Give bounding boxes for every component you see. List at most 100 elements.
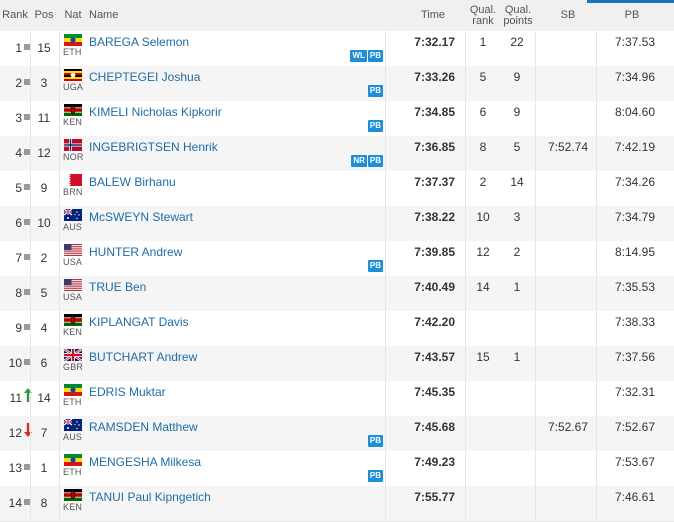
record-badge: PB — [367, 260, 383, 272]
rank-cell: 10 — [8, 356, 22, 370]
record-badge: PB — [367, 50, 383, 62]
qual-points-cell: 9 — [513, 105, 521, 119]
table-row[interactable]: 13 1 ETH MENGESHA Milkesa PB 7:49.23 7:53.67 — [0, 451, 674, 487]
pos-cell: 11 — [37, 111, 51, 125]
header-rank[interactable]: Rank — [2, 9, 28, 21]
rank-unchanged-icon — [24, 184, 30, 190]
athlete-name-link[interactable]: TANUI Paul Kipngetich — [89, 490, 211, 504]
header-pb[interactable]: PB — [624, 9, 640, 21]
time-cell: 7:55.77 — [414, 490, 455, 504]
pb-cell: 7:32.31 — [614, 385, 655, 399]
qual-rank-cell: 5 — [479, 70, 487, 84]
table-row[interactable]: 2 3 UGA CHEPTEGEI Joshua PB 7:33.26 5 9 7:34.96 — [0, 66, 674, 102]
table-row[interactable]: 9 4 KEN KIPLANGAT Davis 7:42.20 7:38.33 — [0, 311, 674, 347]
flag-icon — [64, 104, 82, 116]
qual-points-cell: 22 — [510, 35, 524, 49]
rank-unchanged-icon — [24, 114, 30, 120]
rank-cell: 14 — [8, 496, 22, 510]
table-row[interactable]: 14 8 KEN TANUI Paul Kipngetich 7:55.77 7:46.6… — [0, 486, 674, 522]
qual-rank-cell: 15 — [476, 350, 490, 364]
athlete-name-link[interactable]: McSWEYN Stewart — [89, 210, 194, 224]
header-time[interactable]: Time — [420, 9, 446, 21]
header-pos[interactable]: Pos — [34, 9, 54, 21]
header-nat[interactable]: Nat — [64, 9, 82, 21]
header-name[interactable]: Name — [89, 9, 119, 21]
athlete-name-link[interactable]: KIPLANGAT Davis — [89, 315, 189, 329]
time-cell: 7:33.26 — [414, 70, 455, 84]
record-badges: NR PB — [351, 155, 383, 167]
table-row[interactable]: 8 5 USA TRUE Ben 7:40.49 14 1 7:35.53 — [0, 276, 674, 312]
athlete-name-link[interactable]: CHEPTEGEI Joshua — [89, 70, 201, 84]
header-qual-points-line2: points — [503, 14, 533, 27]
record-badges: PB — [367, 435, 383, 447]
rank-cell: 13 — [8, 461, 22, 475]
flag-icon — [64, 139, 82, 151]
athlete-name-link[interactable]: EDRIS Muktar — [89, 385, 166, 399]
header-sb[interactable]: SB — [560, 9, 576, 21]
record-badges: PB — [367, 260, 383, 272]
record-badge: NR — [351, 155, 367, 167]
table-row[interactable]: 4 12 NOR INGEBRIGTSEN Henrik NR PB 7:36.85 8 5 7:… — [0, 136, 674, 172]
pb-cell: 7:34.79 — [614, 210, 655, 224]
header-qual-rank[interactable]: Qual. rank — [466, 0, 500, 31]
pb-cell: 8:04.60 — [614, 105, 655, 119]
time-cell: 7:40.49 — [414, 280, 455, 294]
rank-unchanged-icon — [24, 254, 30, 260]
flag-icon — [64, 244, 82, 256]
column-divider — [465, 31, 466, 520]
rank-cell: 11 — [9, 391, 22, 405]
header-qual-rank-line2: rank — [472, 14, 494, 27]
qual-rank-cell: 1 — [479, 35, 487, 49]
rank-unchanged-icon — [24, 149, 30, 155]
table-row[interactable]: 10 6 GBR BUTCHART Andrew 7:43.57 15 1 7:37.56 — [0, 346, 674, 382]
qual-points-cell: 5 — [513, 140, 521, 154]
pos-cell: 6 — [40, 356, 48, 370]
flag-icon — [64, 314, 82, 326]
table-row[interactable]: 11 14 ETH EDRIS Muktar 7:45.35 7:32.31 — [0, 381, 674, 417]
athlete-name-link[interactable]: HUNTER Andrew — [89, 245, 183, 259]
nat-code: AUS — [63, 432, 83, 442]
athlete-name-link[interactable]: KIMELI Nicholas Kipkorir — [89, 105, 222, 119]
qual-rank-cell: 2 — [479, 175, 487, 189]
pos-cell: 2 — [40, 251, 48, 265]
table-row[interactable]: 12 7 AUS RAMSDEN Matthew PB 7:45.68 7:52.67 7:5… — [0, 416, 674, 452]
column-divider — [385, 31, 386, 520]
header-qual-points[interactable]: Qual. points — [500, 0, 536, 31]
athlete-name-link[interactable]: TRUE Ben — [89, 280, 147, 294]
pos-cell: 5 — [40, 286, 48, 300]
table-row[interactable]: 5 9 BRN BALEW Birhanu 7:37.37 2 14 7:34.26 — [0, 171, 674, 207]
athlete-name-link[interactable]: BAREGA Selemon — [89, 35, 190, 49]
table-row[interactable]: 7 2 USA HUNTER Andrew PB 7:39.85 12 2 8:14.95 — [0, 241, 674, 277]
nat-code: BRN — [63, 187, 83, 197]
record-badges: WL PB — [350, 50, 383, 62]
athlete-name-link[interactable]: RAMSDEN Matthew — [89, 420, 198, 434]
pb-sort-accent — [587, 0, 674, 3]
table-row[interactable]: 1 15 ETH BAREGA Selemon WL PB 7:32.17 1 22 7:37.5… — [0, 31, 674, 67]
pos-cell: 4 — [40, 321, 48, 335]
time-cell: 7:49.23 — [414, 455, 455, 469]
table-row[interactable]: 3 11 KEN KIMELI Nicholas Kipkorir PB 7:34.85 6… — [0, 101, 674, 137]
pb-cell: 7:34.96 — [614, 70, 655, 84]
header-qual-rank-line1: Qual. — [469, 3, 497, 16]
flag-icon — [64, 209, 82, 221]
rank-cell: 3 — [15, 111, 22, 125]
nat-code: KEN — [63, 117, 83, 127]
athlete-name-link[interactable]: BUTCHART Andrew — [89, 350, 198, 364]
time-cell: 7:45.68 — [414, 420, 455, 434]
pb-cell: 7:34.26 — [614, 175, 655, 189]
record-badge: PB — [367, 470, 383, 482]
nat-code: AUS — [63, 222, 83, 232]
athlete-name-link[interactable]: MENGESHA Milkesa — [89, 455, 202, 469]
flag-icon — [64, 489, 82, 501]
record-badge: PB — [367, 155, 383, 167]
qual-points-cell: 1 — [513, 350, 521, 364]
flag-icon — [64, 349, 82, 361]
athlete-name-link[interactable]: INGEBRIGTSEN Henrik — [89, 140, 218, 154]
table-header: Rank Pos Nat Name Time Qual. rank Qual. … — [0, 0, 674, 31]
pos-cell: 3 — [40, 76, 48, 90]
athlete-name-link[interactable]: BALEW Birhanu — [89, 175, 176, 189]
table-row[interactable]: 6 10 AUS McSWEYN Stewart 7:38.22 10 3 7:34.79 — [0, 206, 674, 242]
pos-cell: 7 — [40, 426, 48, 440]
qual-points-cell: 2 — [513, 245, 521, 259]
